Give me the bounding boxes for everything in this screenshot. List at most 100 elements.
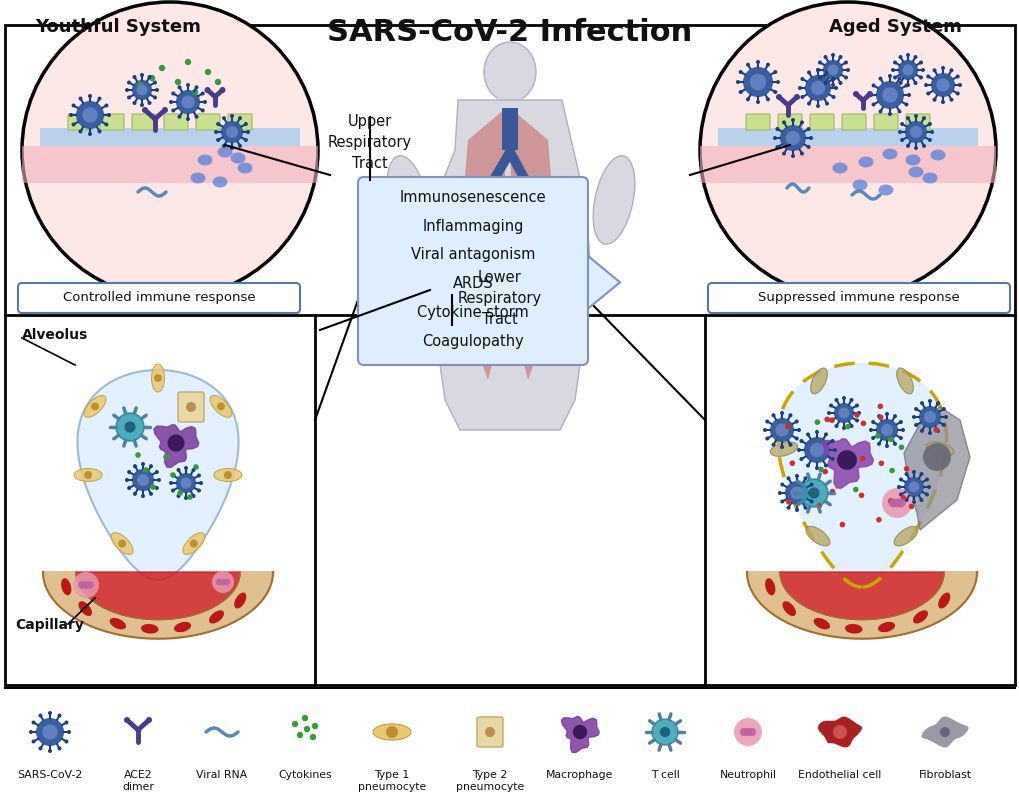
Ellipse shape <box>111 533 133 554</box>
Circle shape <box>142 107 148 113</box>
FancyBboxPatch shape <box>841 114 865 130</box>
Ellipse shape <box>61 578 71 595</box>
Text: Cytokine storm: Cytokine storm <box>417 306 529 321</box>
Circle shape <box>204 87 210 93</box>
Circle shape <box>794 419 798 423</box>
Circle shape <box>806 145 810 149</box>
Text: Aged System: Aged System <box>827 18 961 36</box>
Circle shape <box>896 498 905 507</box>
Circle shape <box>755 100 759 104</box>
Circle shape <box>180 478 192 489</box>
Circle shape <box>187 494 193 500</box>
Circle shape <box>900 495 905 501</box>
Circle shape <box>911 500 915 504</box>
Circle shape <box>32 739 36 743</box>
Circle shape <box>770 414 774 418</box>
Ellipse shape <box>387 156 428 244</box>
Text: Lower
Respiratory
Tract: Lower Respiratory Tract <box>458 270 541 327</box>
Ellipse shape <box>908 166 922 178</box>
Circle shape <box>943 415 947 419</box>
Circle shape <box>141 462 145 466</box>
Circle shape <box>774 145 779 149</box>
Circle shape <box>141 494 145 498</box>
Circle shape <box>828 489 835 494</box>
Circle shape <box>913 81 917 85</box>
Circle shape <box>192 494 196 498</box>
FancyBboxPatch shape <box>228 114 252 130</box>
Circle shape <box>734 718 761 746</box>
Circle shape <box>127 95 130 99</box>
Ellipse shape <box>84 395 106 418</box>
Circle shape <box>124 717 129 723</box>
Circle shape <box>154 374 162 382</box>
Circle shape <box>941 100 944 104</box>
Circle shape <box>171 109 175 113</box>
Polygon shape <box>776 363 946 587</box>
Circle shape <box>927 399 931 403</box>
Ellipse shape <box>832 162 847 174</box>
Circle shape <box>839 522 845 527</box>
Ellipse shape <box>141 624 158 634</box>
Circle shape <box>904 472 908 476</box>
Circle shape <box>913 146 917 150</box>
Ellipse shape <box>921 173 936 183</box>
Text: Macrophage: Macrophage <box>546 770 613 780</box>
Circle shape <box>150 484 156 490</box>
Ellipse shape <box>212 177 227 187</box>
Circle shape <box>155 88 159 92</box>
Circle shape <box>805 433 809 437</box>
Circle shape <box>884 444 889 448</box>
Circle shape <box>222 144 226 148</box>
Circle shape <box>833 448 837 452</box>
Ellipse shape <box>937 593 950 609</box>
Circle shape <box>64 739 68 743</box>
Circle shape <box>911 415 915 419</box>
Text: Inflammaging: Inflammaging <box>422 218 523 234</box>
Polygon shape <box>560 717 598 753</box>
Circle shape <box>843 61 847 65</box>
Circle shape <box>197 489 201 493</box>
Circle shape <box>82 581 90 589</box>
Circle shape <box>898 478 902 482</box>
Polygon shape <box>463 108 505 380</box>
Circle shape <box>127 470 131 474</box>
Circle shape <box>29 730 33 734</box>
Circle shape <box>797 86 801 90</box>
Circle shape <box>891 68 894 72</box>
Circle shape <box>834 86 838 90</box>
Circle shape <box>898 420 902 424</box>
Circle shape <box>786 499 791 505</box>
Ellipse shape <box>782 602 795 616</box>
Circle shape <box>22 2 318 298</box>
Circle shape <box>829 439 834 443</box>
Ellipse shape <box>109 618 126 630</box>
Circle shape <box>876 414 880 418</box>
Text: Coagulopathy: Coagulopathy <box>422 334 524 350</box>
Polygon shape <box>817 717 861 747</box>
Circle shape <box>897 60 917 80</box>
Circle shape <box>131 80 152 100</box>
Circle shape <box>870 102 874 106</box>
Polygon shape <box>40 128 300 146</box>
Circle shape <box>749 74 765 90</box>
Circle shape <box>226 126 237 138</box>
Circle shape <box>48 711 52 715</box>
Circle shape <box>743 728 751 736</box>
Circle shape <box>171 474 175 478</box>
Circle shape <box>799 457 803 461</box>
Circle shape <box>935 401 940 405</box>
Circle shape <box>870 436 874 440</box>
Circle shape <box>764 419 768 423</box>
Circle shape <box>941 66 944 70</box>
Ellipse shape <box>912 610 927 623</box>
Text: Capillary: Capillary <box>15 618 84 632</box>
Circle shape <box>898 445 904 450</box>
Circle shape <box>67 730 71 734</box>
Ellipse shape <box>234 593 246 609</box>
Circle shape <box>171 91 175 95</box>
Polygon shape <box>903 407 969 530</box>
Polygon shape <box>510 108 552 380</box>
Circle shape <box>828 418 833 422</box>
Circle shape <box>127 81 130 85</box>
Circle shape <box>856 411 860 415</box>
